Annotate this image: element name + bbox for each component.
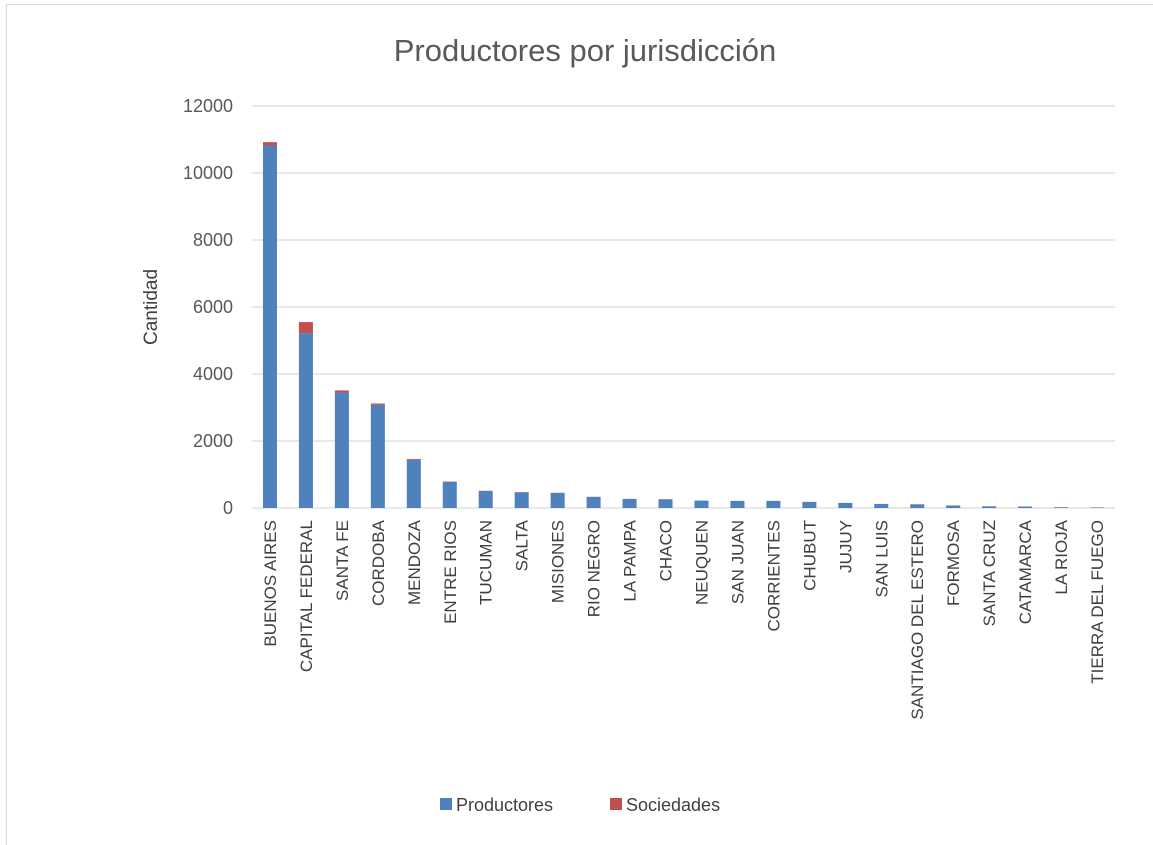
bar-sociedades-santa-fe [334,390,349,393]
x-tick-label: SAN LUIS [872,520,891,597]
x-tick-label: SALTA [513,519,532,571]
bar-productores-tierra-del-fuego [1090,507,1105,508]
bar-productores-san-juan [730,500,745,508]
y-tick-label: 0 [223,498,233,518]
gridlines [252,105,1115,509]
bar-productores-salta [514,492,529,508]
bar-productores-formosa [946,505,961,508]
bar-sociedades-buenos-aires [262,142,277,146]
x-tick-label: NEUQUEN [692,520,711,605]
x-axis-ticks: BUENOS AIRES CAPITAL FEDERAL SANTA FE CORDO… [261,519,1107,719]
x-tick-label: CHACO [657,520,676,581]
x-tick-label: LA RIOJA [1052,519,1071,594]
legend-swatch-sociedades [610,798,622,810]
bar-productores-chubut [802,501,817,508]
x-tick-label: SANTA CRUZ [980,520,999,626]
bar-productores-neuquen [694,500,709,508]
bar-productores-jujuy [838,502,853,508]
x-tick-label: CORRIENTES [764,520,783,631]
x-tick-label: TUCUMAN [477,520,496,605]
bar-productores-tucuman [478,490,493,508]
bar-productores-la-pampa [622,498,637,508]
x-tick-label: CATAMARCA [1016,519,1035,624]
bar-productores-misiones [550,492,565,508]
y-tick-label: 8000 [193,230,233,250]
x-tick-label: FORMOSA [944,519,963,606]
x-tick-label: ENTRE RIOS [441,520,460,624]
x-tick-label: RIO NEGRO [585,520,604,617]
bar-productores-santiago-del-estero [910,504,925,508]
y-axis-label: Cantidad [141,269,162,345]
x-tick-label: CAPITAL FEDERAL [297,520,316,672]
x-tick-label: MENDOZA [405,519,424,605]
legend-swatch-productores [440,798,452,810]
bar-productores-buenos-aires [262,145,277,508]
chart-frame [6,4,1153,845]
bar-productores-corrientes [766,500,781,508]
y-axis-ticks: 0 2000 4000 6000 8000 10000 12000 [183,96,233,518]
bar-productores-cordoba [370,404,385,508]
x-tick-label: JUJUY [836,520,855,573]
bar-productores-san-luis [874,503,889,508]
y-tick-label: 10000 [183,163,233,183]
bar-sociedades-mendoza [406,458,421,460]
bar-productores-chaco [658,499,673,508]
legend-label-productores: Productores [456,795,553,815]
bar-productores-santa-fe [334,392,349,508]
bar-productores-capital-federal [298,333,313,508]
bar-productores-mendoza [406,459,421,508]
x-tick-label: SAN JUAN [728,520,747,604]
y-tick-label: 2000 [193,431,233,451]
y-tick-label: 6000 [193,297,233,317]
bar-sociedades-cordoba [370,403,385,405]
y-tick-label: 4000 [193,364,233,384]
chart-title: Productores por jurisdicción [394,33,777,68]
x-tick-label: TIERRA DEL FUEGO [1088,520,1107,684]
legend: Productores Sociedades [440,795,720,815]
y-tick-label: 12000 [183,96,233,116]
bar-productores-rio-negro [586,496,601,508]
bars [262,142,1105,508]
x-tick-label: BUENOS AIRES [261,520,280,647]
x-tick-label: SANTA FE [333,520,352,601]
legend-label-sociedades: Sociedades [626,795,720,815]
x-tick-label: SANTIAGO DEL ESTERO [908,520,927,720]
x-tick-label: LA PAMPA [621,519,640,601]
x-tick-label: CORDOBA [369,519,388,606]
bar-productores-catamarca [1018,506,1033,508]
bar-productores-santa-cruz [982,506,997,508]
bar-productores-entre-rios [442,481,457,508]
bar-productores-la-rioja [1054,507,1069,508]
bar-sociedades-capital-federal [298,322,313,334]
x-tick-label: CHUBUT [800,520,819,591]
x-tick-label: MISIONES [549,520,568,603]
